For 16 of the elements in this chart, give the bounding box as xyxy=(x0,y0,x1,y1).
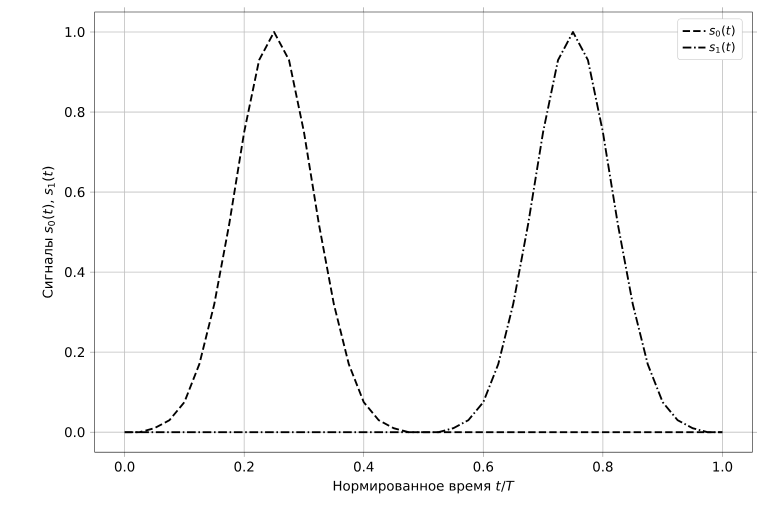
x-tick-label: 0.8 xyxy=(593,461,613,472)
x-tick-label: 0.2 xyxy=(234,461,254,472)
y-tick-label: 0.0 xyxy=(64,427,84,438)
y-tick-label: 0.4 xyxy=(64,266,85,278)
legend-label: s$_{1}$(t) xyxy=(709,42,735,53)
x-tick-label: 0.0 xyxy=(114,461,134,472)
x-axis-title: Нормированное время t/T xyxy=(334,480,515,494)
x-tick-label: 0.6 xyxy=(474,461,494,472)
legend-label: s$_{0}$(t) xyxy=(709,25,735,36)
y-tick-label: 0.6 xyxy=(64,186,84,198)
y-tick-label: 1.0 xyxy=(66,26,84,37)
x-tick-label: 0.4 xyxy=(354,461,374,472)
y-tick-label: 0.2 xyxy=(64,346,84,358)
y-tick-label: 0.8 xyxy=(64,106,84,117)
text: Сигналы s$_{0}$(t), s$_{1}$(t) xyxy=(42,166,55,298)
x-tick-label: 1.0 xyxy=(713,461,732,472)
